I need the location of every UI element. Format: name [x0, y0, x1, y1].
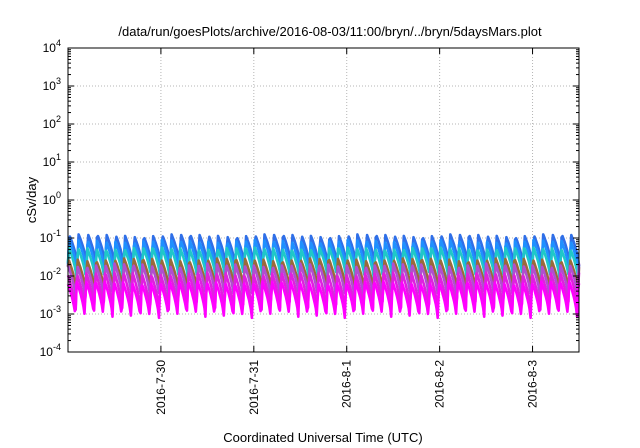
- y-axis-label: cSv/day: [24, 176, 39, 223]
- x-tick-label: 2016-8-3: [526, 360, 540, 408]
- y-tick-label: 101: [43, 152, 61, 169]
- y-tick-label: 103: [43, 76, 61, 93]
- x-tick-label: 2016-7-31: [247, 360, 261, 415]
- chart-title: /data/run/goesPlots/archive/2016-08-03/1…: [118, 24, 542, 39]
- y-tick-label: 10-4: [40, 342, 61, 359]
- y-tick-exponent: -2: [53, 266, 61, 276]
- y-tick-exponent: -1: [53, 228, 61, 238]
- y-tick-label: 104: [43, 38, 61, 55]
- y-tick-label: 10-2: [40, 266, 61, 283]
- series-line: [66, 238, 581, 274]
- y-tick-base: 10: [43, 155, 57, 169]
- y-tick-base: 10: [40, 307, 54, 321]
- y-tick-base: 10: [40, 269, 54, 283]
- tick-marks: [68, 47, 579, 353]
- y-tick-base: 10: [43, 41, 57, 55]
- y-tick-base: 10: [43, 117, 57, 131]
- y-tick-exponent: -4: [53, 342, 61, 352]
- x-axis-label: Coordinated Universal Time (UTC): [223, 430, 422, 445]
- y-tick-base: 10: [40, 345, 54, 359]
- x-tick-label: 2016-8-2: [433, 360, 447, 408]
- y-tick-exponent: 2: [56, 114, 61, 124]
- y-tick-exponent: 3: [56, 76, 61, 86]
- series-layer: [66, 233, 581, 320]
- y-tick-exponent: -3: [53, 304, 61, 314]
- y-tick-label: 102: [43, 114, 61, 131]
- y-tick-exponent: 0: [56, 190, 61, 200]
- y-tick-label: 100: [43, 190, 61, 207]
- y-tick-base: 10: [40, 231, 54, 245]
- x-tick-label: 2016-8-1: [340, 360, 354, 408]
- x-tick-label: 2016-7-30: [154, 360, 168, 415]
- x-tick-labels: 2016-7-30 2016-7-31 2016-8-1 2016-8-2 2016-8…: [154, 360, 540, 415]
- y-tick-label: 10-3: [40, 304, 61, 321]
- y-tick-label: 10-1: [40, 228, 61, 245]
- series-line: [66, 246, 581, 280]
- series-line: [66, 233, 581, 268]
- y-tick-exponent: 4: [56, 38, 61, 48]
- series-line: [66, 280, 581, 320]
- y-tick-base: 10: [43, 79, 57, 93]
- y-tick-base: 10: [43, 193, 57, 207]
- y-tick-exponent: 1: [56, 152, 61, 162]
